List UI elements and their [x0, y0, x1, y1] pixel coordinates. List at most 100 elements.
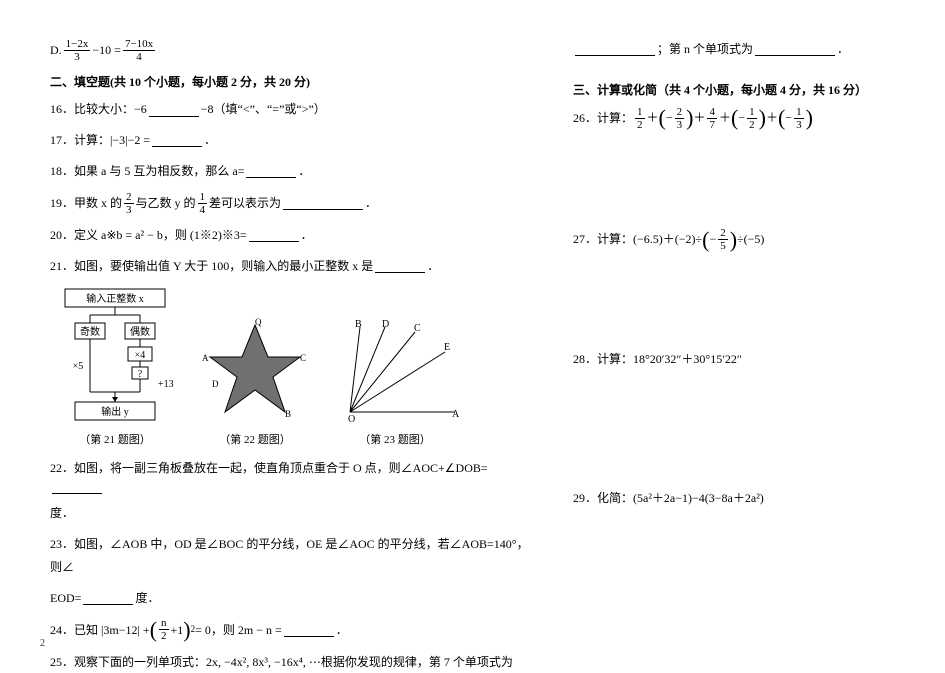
- diagram-22: Q A C D B （第 22 题图）: [200, 317, 310, 447]
- frac-q19a: 2 3: [124, 191, 134, 216]
- r0-c: ．: [837, 38, 849, 61]
- blank: [375, 259, 425, 273]
- q22b: 度．: [50, 502, 533, 525]
- svg-text:偶数: 偶数: [130, 325, 150, 338]
- q26: 26．计算： 12＋(−23)＋47＋(−12)＋(−13): [573, 106, 895, 131]
- right-column: ；第 n 个单项式为 ． 三、计算或化简（共 4 个小题，每小题 4 分，共 1…: [543, 30, 905, 627]
- frac-1: 1−2x 3: [64, 38, 91, 63]
- left-column: D. 1−2x 3 −10 = 7−10x 4 二、填空题(共 10 个小题，每…: [40, 30, 543, 627]
- q17-text: 17．计算：|−3|−2 =: [50, 129, 150, 152]
- page-number: 2: [40, 638, 45, 649]
- q21: 21．如图，要使输出值 Y 大于 100，则输入的最小正整数 x 是 ．: [50, 255, 533, 278]
- lparen-icon: (: [702, 229, 709, 251]
- flowchart-svg: 输入正整数 x 奇数 偶数 ×4 ×5 ? +13: [50, 287, 180, 427]
- frac-q19b: 1 4: [198, 191, 208, 216]
- q27-sign: −: [709, 228, 716, 251]
- q24-c: ．: [336, 619, 348, 642]
- diagram-23: O A B D C E （第 23 题图）: [330, 317, 460, 447]
- svg-text:×4: ×4: [135, 350, 146, 361]
- blank: [83, 591, 133, 605]
- q24-b: = 0，则 2m − n =: [195, 619, 282, 642]
- q29-text: 29．化简：(5a²＋2a−1)−4(3−8a＋2a²): [573, 487, 764, 510]
- q19-d: ．: [365, 192, 377, 215]
- svg-text:D: D: [212, 379, 219, 389]
- q27: 27．计算：(−6.5)＋(−2)÷ ( − 2 5 ) ÷(−5): [573, 227, 895, 252]
- q19-c: 差可以表示为: [209, 192, 281, 215]
- q18: 18．如果 a 与 5 互为相反数，那么 a= ．: [50, 160, 533, 183]
- section-2-title: 二、填空题(共 10 个小题，每小题 2 分，共 20 分): [50, 73, 533, 90]
- q19-a: 19．甲数 x 的: [50, 192, 122, 215]
- q24-a: 24．已知 |3m−12| +: [50, 619, 150, 642]
- caption-21: （第 21 题图）: [50, 431, 180, 447]
- q22-unit: 度．: [50, 502, 74, 525]
- q18-tail: ．: [298, 160, 310, 183]
- q19: 19．甲数 x 的 2 3 与乙数 y 的 1 4 差可以表示为 ．: [50, 191, 533, 216]
- q16-tail: −8（填“<”、“=”或“>”）: [201, 98, 326, 121]
- angle-svg: O A B D C E: [330, 317, 460, 427]
- q25: 25．观察下面的一列单项式：2x, −4x², 8x³, −16x⁴, ⋯根据你…: [50, 651, 533, 673]
- r0-b: ；第 n 个单项式为: [657, 38, 753, 61]
- svg-text:C: C: [414, 323, 421, 334]
- q23: 23．如图，∠AOB 中，OD 是∠BOC 的平分线，OE 是∠AOC 的平分线…: [50, 533, 533, 579]
- blank: [149, 103, 199, 117]
- svg-text:输出 y: 输出 y: [101, 405, 129, 418]
- svg-text:输入正整数 x: 输入正整数 x: [86, 292, 144, 305]
- diagram-row: 输入正整数 x 奇数 偶数 ×4 ×5 ? +13: [50, 287, 533, 447]
- q20-text: 20．定义 a※b = a² − b，则 (1※2)※3=: [50, 224, 247, 247]
- q20-tail: ．: [301, 224, 313, 247]
- svg-text:B: B: [285, 409, 291, 419]
- svg-text:+13: +13: [158, 379, 174, 390]
- frac-q27: 2 5: [718, 227, 728, 252]
- svg-text:×5: ×5: [73, 361, 84, 372]
- blank: [249, 228, 299, 242]
- q28-text: 28．计算：18°20′32″＋30°15′22″: [573, 348, 742, 371]
- q20: 20．定义 a※b = a² − b，则 (1※2)※3= ．: [50, 224, 533, 247]
- q23-unit: 度．: [135, 587, 159, 610]
- q25-cont: ；第 n 个单项式为 ．: [573, 38, 895, 61]
- blank: [246, 164, 296, 178]
- blank: [575, 42, 655, 56]
- spacer: [573, 260, 895, 340]
- svg-text:A: A: [452, 409, 460, 420]
- svg-text:O: O: [348, 414, 355, 425]
- q23-eod: EOD=: [50, 587, 81, 610]
- q22: 22．如图，将一副三角板叠放在一起，使直角顶点重合于 O 点，则∠AOC+∠DO…: [50, 457, 533, 494]
- caption-23: （第 23 题图）: [330, 431, 460, 447]
- rparen-icon: ): [183, 619, 190, 641]
- q24: 24．已知 |3m−12| + ( n 2 +1 ) 2 = 0，则 2m − …: [50, 617, 533, 642]
- q26-expression: 12＋(−23)＋47＋(−12)＋(−13): [633, 106, 813, 131]
- blank: [152, 133, 202, 147]
- blank: [284, 623, 334, 637]
- caption-22: （第 22 题图）: [200, 431, 310, 447]
- q17: 17．计算：|−3|−2 = ．: [50, 129, 533, 152]
- opt-d-label: D.: [50, 39, 62, 62]
- q18-text: 18．如果 a 与 5 互为相反数，那么 a=: [50, 160, 244, 183]
- blank: [283, 196, 363, 210]
- q23-text: 23．如图，∠AOB 中，OD 是∠BOC 的平分线，OE 是∠AOC 的平分线…: [50, 533, 533, 579]
- q17-tail: ．: [204, 129, 216, 152]
- svg-text:A: A: [202, 353, 209, 363]
- q21-text: 21．如图，要使输出值 Y 大于 100，则输入的最小正整数 x 是: [50, 255, 373, 278]
- option-d: D. 1−2x 3 −10 = 7−10x 4: [50, 38, 533, 63]
- q21-tail: ．: [427, 255, 439, 278]
- q25-text: 25．观察下面的一列单项式：2x, −4x², 8x³, −16x⁴, ⋯根据你…: [50, 651, 513, 673]
- rparen-icon: ): [730, 229, 737, 251]
- star-svg: Q A C D B: [200, 317, 310, 427]
- q23b: EOD= 度．: [50, 587, 533, 610]
- section-3-title: 三、计算或化简（共 4 个小题，每小题 4 分，共 16 分）: [573, 81, 895, 98]
- q29: 29．化简：(5a²＋2a−1)−4(3−8a＋2a²): [573, 487, 895, 510]
- svg-text:E: E: [444, 342, 450, 353]
- blank: [52, 480, 102, 494]
- frac-q24: n 2: [159, 617, 169, 642]
- spacer: [573, 379, 895, 479]
- frac-2: 7−10x 4: [123, 38, 155, 63]
- q22-text: 22．如图，将一副三角板叠放在一起，使直角顶点重合于 O 点，则∠AOC+∠DO…: [50, 457, 488, 480]
- q27-b: ÷(−5): [737, 228, 764, 251]
- lparen-icon: (: [150, 619, 157, 641]
- q27-a: 27．计算：(−6.5)＋(−2)÷: [573, 228, 702, 251]
- svg-text:D: D: [382, 319, 389, 330]
- q19-b: 与乙数 y 的: [136, 192, 196, 215]
- svg-text:Q: Q: [255, 317, 262, 327]
- q16: 16．比较大小：−6 −8（填“<”、“=”或“>”）: [50, 98, 533, 121]
- opt-d-mid: −10 =: [92, 39, 121, 62]
